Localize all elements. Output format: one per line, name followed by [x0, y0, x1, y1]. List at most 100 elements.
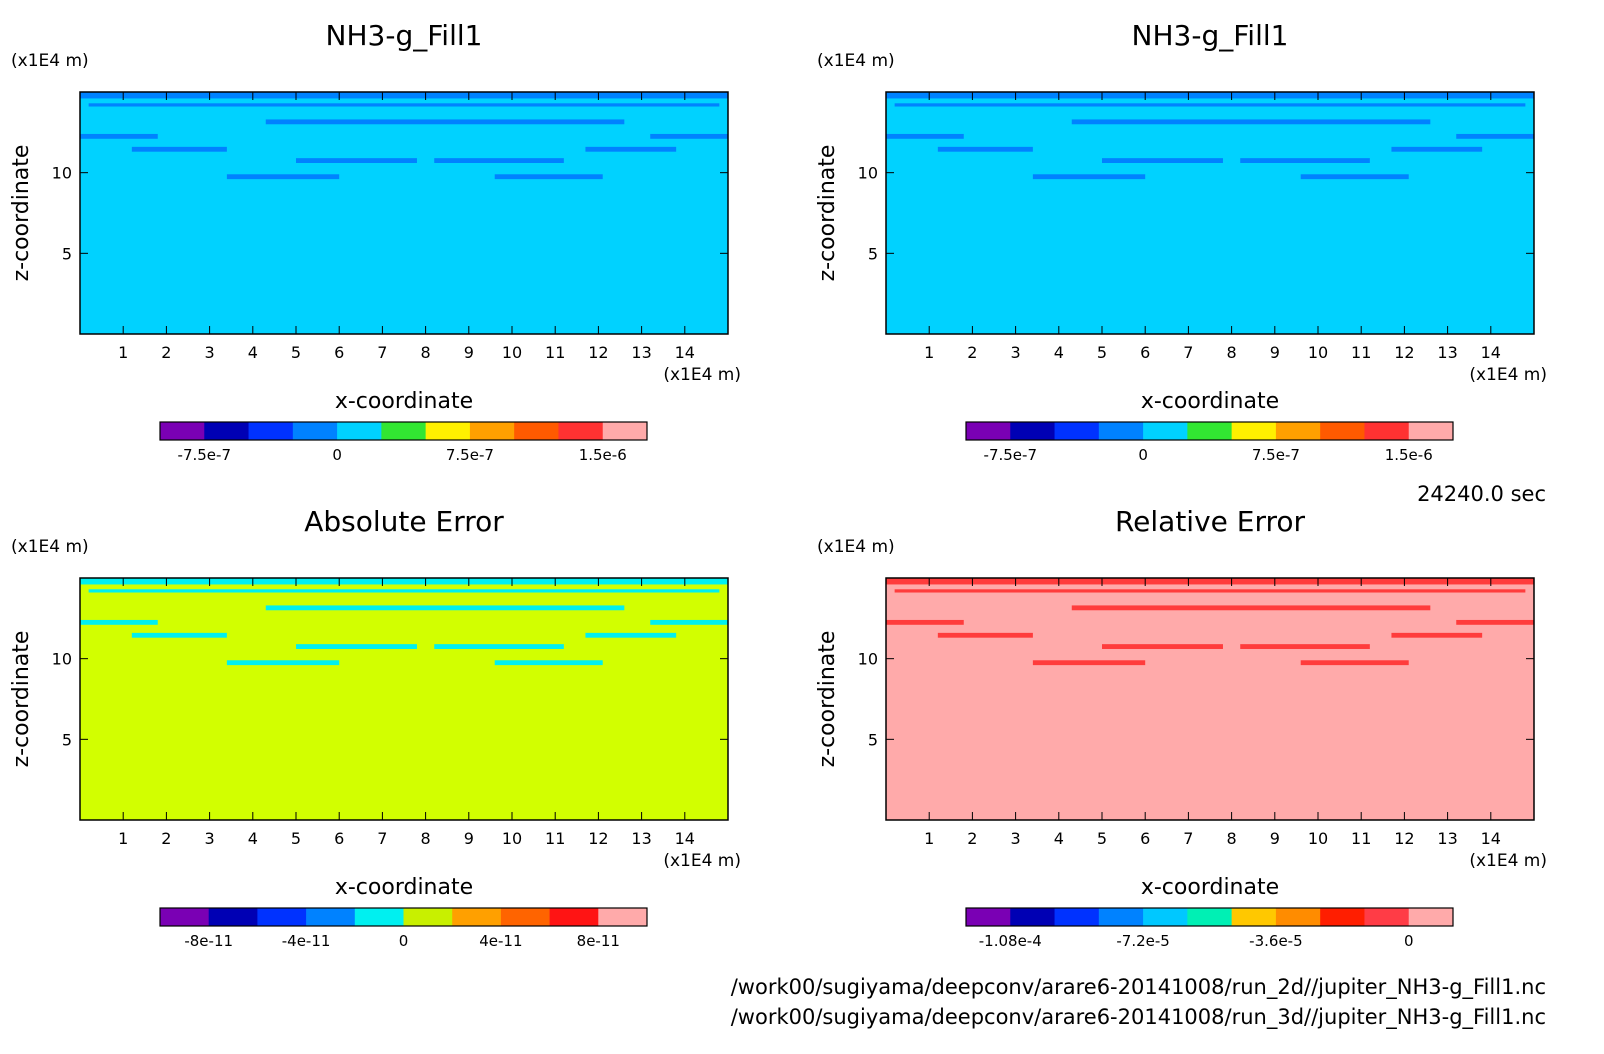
contour-band [1102, 644, 1223, 649]
x-tick-label: 10 [1308, 829, 1328, 848]
colorbar-tick-label: 0 [1404, 932, 1414, 950]
x-tick-label: 11 [545, 343, 565, 362]
x-tick-label: 12 [1394, 829, 1414, 848]
contour-band [265, 605, 625, 611]
colorbar-segment [208, 908, 258, 926]
chart-panel-3: Absolute Error(x1E4 m)1 2 3 4 5 6 7 8 9 10 11 12 13 1… [9, 505, 741, 950]
x-axis-label: x-coordinate [335, 389, 473, 414]
colorbar-segment [306, 908, 356, 926]
contour-band [296, 158, 417, 163]
x-tick-label: 3 [1011, 343, 1021, 362]
x-tick-label: 12 [588, 829, 608, 848]
x-tick-label: 4 [248, 343, 258, 362]
contour-band [1240, 158, 1370, 163]
x-tick-label: 14 [675, 343, 695, 362]
colorbar-tick-label: 1.5e-6 [579, 446, 627, 464]
y-tick-label: 5 [62, 730, 72, 749]
x-tick-label: 5 [1097, 829, 1107, 848]
chart-title: NH3-g_Fill1 [1132, 19, 1289, 52]
contour-band [1240, 644, 1370, 649]
x-tick-label: 9 [464, 829, 474, 848]
contour-band [80, 619, 158, 625]
contour-band [886, 92, 1534, 99]
y-tick-label: 10 [858, 164, 878, 183]
y-tick-label: 5 [868, 730, 878, 749]
colorbar-segment [160, 422, 205, 440]
colorbar-segment [354, 908, 404, 926]
colorbar-segment [1364, 422, 1410, 440]
chart-panel-1: NH3-g_Fill1(x1E4 m)1 2 3 4 5 6 7 8 9 10 11 12 13 1451… [9, 19, 741, 464]
colorbar-segment [1143, 422, 1188, 440]
colorbar-segment [1010, 908, 1056, 926]
y-axis-label: z-coordinate [9, 631, 34, 768]
colorbar-tick-label: 0 [1138, 446, 1148, 464]
colorbar-segment [966, 422, 1011, 440]
plot-frame [79, 91, 729, 335]
x-tick-label: 5 [1097, 343, 1107, 362]
x-tick-label: 8 [421, 829, 431, 848]
x-tick-label: 1 [924, 343, 934, 362]
colorbar-tick-label: 0 [332, 446, 342, 464]
colorbar-segment [1054, 908, 1100, 926]
x-tick-label: 11 [1351, 343, 1371, 362]
colorbar-tick-label: -3.6e-5 [1249, 932, 1302, 950]
contour-band [226, 174, 340, 180]
contour-band [937, 146, 1033, 152]
colorbar-tick-label: -7.5e-7 [178, 446, 231, 464]
x-tick-label: 1 [924, 829, 934, 848]
colorbar-segment [1187, 422, 1233, 440]
contour-band [88, 589, 720, 593]
colorbar-tick-label: 8e-11 [577, 932, 620, 950]
colorbar-segment [514, 422, 559, 440]
contour-band [494, 660, 603, 666]
x-unit-label: (x1E4 m) [663, 365, 741, 385]
colorbar-tick-label: 4e-11 [479, 932, 522, 950]
contour-band [434, 644, 564, 649]
contour-band [937, 632, 1033, 638]
contour-band [1300, 174, 1409, 180]
colorbar-segment [1231, 908, 1277, 926]
colorbar-segment [381, 422, 427, 440]
plot-area [80, 92, 728, 334]
contour-band [894, 103, 1526, 107]
colorbar-segment [1098, 422, 1144, 440]
y-tick-label: 5 [62, 244, 72, 263]
x-tick-label: 11 [545, 829, 565, 848]
y-axis-label: z-coordinate [9, 145, 34, 282]
x-tick-label: 7 [1183, 829, 1193, 848]
x-tick-label: 13 [631, 343, 651, 362]
colorbar-tick-label: 1.5e-6 [1385, 446, 1433, 464]
x-unit-label: (x1E4 m) [663, 851, 741, 871]
x-tick-label: 2 [161, 343, 171, 362]
x-tick-label: 9 [1270, 829, 1280, 848]
plot-area [80, 578, 728, 820]
contour-band [1102, 158, 1223, 163]
y-tick-label: 10 [52, 164, 72, 183]
contour-band [131, 632, 227, 638]
colorbar-segment [558, 422, 604, 440]
x-tick-label: 3 [1011, 829, 1021, 848]
colorbar-segment [1275, 908, 1321, 926]
x-tick-label: 2 [967, 343, 977, 362]
x-tick-label: 4 [1054, 343, 1064, 362]
x-tick-label: 12 [588, 343, 608, 362]
x-tick-label: 8 [421, 343, 431, 362]
contour-band [80, 133, 158, 139]
colorbar-segment [1408, 908, 1454, 926]
colorbar-frame [965, 907, 1454, 927]
contour-band [1456, 133, 1534, 139]
x-tick-label: 4 [248, 829, 258, 848]
colorbar-tick-label: -4e-11 [282, 932, 331, 950]
contour-band [886, 619, 964, 625]
x-tick-label: 12 [1394, 343, 1414, 362]
colorbar-segment [1098, 908, 1144, 926]
x-tick-label: 8 [1227, 829, 1237, 848]
y-unit-label: (x1E4 m) [11, 51, 89, 71]
contour-band [585, 632, 677, 638]
x-tick-label: 6 [1140, 343, 1150, 362]
chart-title: Relative Error [1115, 505, 1306, 538]
y-axis-label: z-coordinate [815, 631, 840, 768]
x-tick-label: 4 [1054, 829, 1064, 848]
colorbar-segment [425, 422, 471, 440]
x-tick-label: 5 [291, 829, 301, 848]
